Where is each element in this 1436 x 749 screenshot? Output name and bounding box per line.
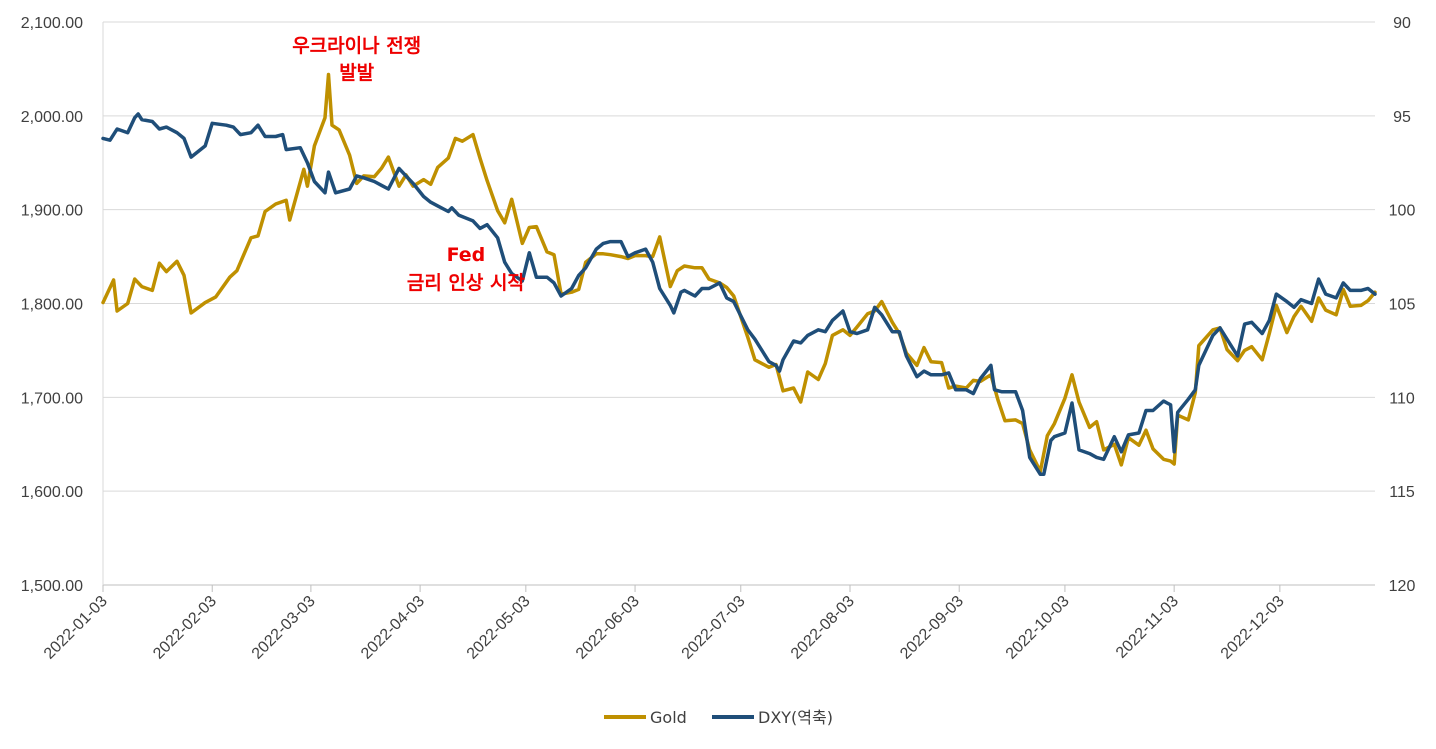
y-left-tick-label: 2,000.00	[21, 109, 83, 126]
gridlines	[103, 21, 1375, 492]
y-left-tick-label: 2,100.00	[21, 15, 83, 32]
x-tick-label: 2022-06-03	[573, 593, 643, 663]
y-right-tick-label: 105	[1389, 297, 1416, 314]
x-tick-label: 2022-08-03	[788, 593, 858, 663]
y-right-tick-label: 120	[1389, 578, 1416, 595]
y-right-tick-label: 95	[1393, 109, 1411, 126]
y-right-tick-label: 100	[1389, 203, 1416, 220]
legend-label: Gold	[650, 708, 687, 727]
x-axis: 2022-01-03 2022-02-03 2022-03-03 2022-04-03…	[41, 22, 1375, 663]
y-left-tick-label: 1,600.00	[21, 484, 83, 501]
y-left-tick-label: 1,800.00	[21, 297, 83, 314]
left-y-axis: 1,500.00 1,600.00 1,700.00 1,800.00 1,900.00…	[21, 15, 83, 595]
right-y-axis: 90 95 100 105 110 115 120	[1389, 15, 1416, 595]
series-lines	[101, 72, 1377, 477]
y-left-tick-label: 1,900.00	[21, 203, 83, 220]
x-tick-label: 2022-09-03	[897, 593, 967, 663]
y-right-tick-label: 90	[1393, 15, 1411, 32]
y-left-tick-label: 1,500.00	[21, 578, 83, 595]
annotation-label: 우크라이나 전쟁	[292, 35, 421, 57]
x-tick-label: 2022-10-03	[1003, 593, 1073, 663]
x-tick-label: 2022-11-03	[1113, 593, 1182, 662]
x-tick-label: 2022-01-03	[41, 593, 111, 663]
dxy-series-line	[101, 112, 1377, 477]
legend-label: DXY(역축)	[758, 708, 833, 727]
gold-series-line	[101, 72, 1377, 474]
y-right-tick-label: 110	[1389, 390, 1415, 407]
annotation-label: Fed	[447, 244, 486, 266]
x-tick-label: 2022-12-03	[1218, 593, 1288, 663]
legend: Gold DXY(역축)	[604, 708, 833, 727]
x-tick-label: 2022-05-03	[464, 593, 534, 663]
x-tick-label: 2022-02-03	[150, 593, 220, 663]
y-right-tick-label: 115	[1389, 484, 1415, 501]
x-tick-label: 2022-03-03	[249, 593, 319, 663]
x-tick-label: 2022-07-03	[679, 593, 749, 663]
annotation-label: 금리 인상 시작	[407, 272, 526, 294]
x-tick-label: 2022-04-03	[358, 593, 428, 663]
annotation-label: 발발	[339, 62, 374, 84]
y-left-tick-label: 1,700.00	[21, 390, 83, 407]
